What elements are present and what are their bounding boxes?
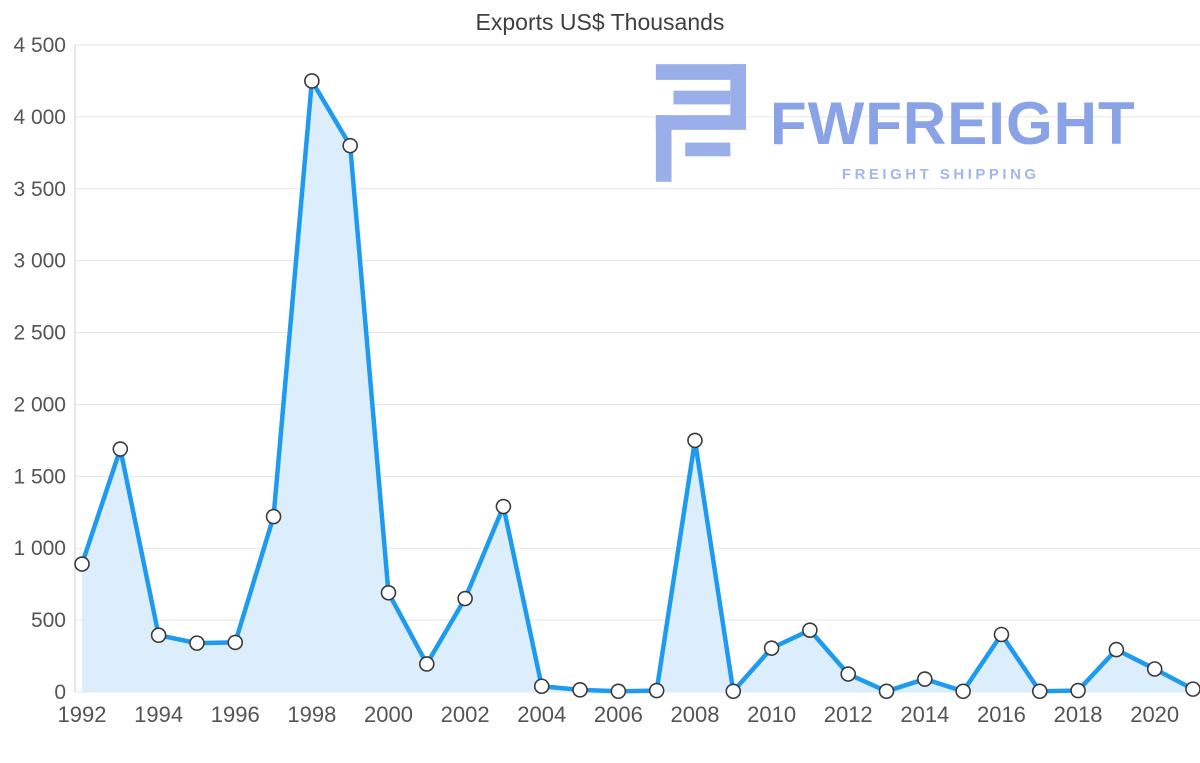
data-point[interactable] [74, 556, 90, 572]
y-axis-tick-label: 2 000 [13, 393, 66, 416]
data-point[interactable] [304, 73, 320, 89]
data-point[interactable] [610, 683, 627, 700]
data-point[interactable] [1146, 661, 1163, 677]
x-axis-tick-label: 1992 [58, 702, 107, 727]
x-axis-tick-label: 2008 [670, 702, 719, 727]
line-series [79, 78, 1196, 694]
data-point[interactable] [993, 626, 1010, 643]
data-point[interactable] [418, 656, 435, 672]
data-point[interactable] [687, 432, 703, 449]
area-fill [82, 80, 1193, 692]
data-point[interactable] [150, 627, 167, 644]
y-axis-tick-label: 3 000 [13, 250, 66, 273]
data-point[interactable] [533, 678, 550, 695]
x-axis-tick-label: 2002 [441, 702, 490, 727]
data-point[interactable] [189, 635, 205, 651]
data-point[interactable] [878, 683, 895, 700]
x-axis-tick-label: 2018 [1054, 702, 1103, 727]
x-axis-tick-label: 1996 [211, 702, 260, 727]
data-point[interactable] [1031, 683, 1048, 700]
data-point[interactable] [227, 634, 244, 651]
x-axis-tick-label: 2006 [594, 702, 643, 727]
data-point[interactable] [1070, 682, 1086, 699]
data-point[interactable] [1108, 641, 1125, 658]
y-axis-tick-label: 2 500 [13, 322, 66, 345]
y-axis-tick-label: 1 500 [13, 465, 66, 488]
y-axis-tick-label: 4 500 [13, 34, 66, 57]
y-axis-tick-label: 4 000 [13, 106, 66, 129]
data-point[interactable] [112, 441, 129, 457]
data-point[interactable] [265, 508, 282, 525]
data-point[interactable] [457, 590, 473, 607]
x-axis-tick-label: 2020 [1130, 702, 1179, 727]
data-point[interactable] [380, 584, 397, 601]
y-axis-tick-label: 3 500 [13, 178, 66, 201]
data-point[interactable] [763, 640, 780, 656]
x-axis-tick-label: 2000 [364, 702, 413, 727]
y-axis-tick-label: 1 000 [13, 537, 66, 560]
y-axis-tick-label: 500 [31, 609, 66, 632]
data-point[interactable] [917, 671, 933, 687]
data-point[interactable] [955, 683, 971, 700]
x-axis-tick-label: 1998 [287, 702, 336, 727]
data-point[interactable] [802, 622, 818, 638]
x-axis-tick-label: 2004 [517, 702, 566, 727]
data-point[interactable] [725, 683, 742, 700]
data-point[interactable] [1185, 681, 1200, 697]
chart-title: Exports US$ Thousands [475, 9, 725, 35]
data-point[interactable] [840, 666, 857, 682]
y-axis-tick-label: 0 [54, 681, 66, 704]
x-axis-tick-label: 2016 [977, 702, 1026, 727]
x-axis-tick-label: 1994 [134, 702, 183, 727]
x-axis-tick-label: 2010 [747, 702, 796, 727]
x-axis-tick-label: 2012 [824, 702, 873, 727]
data-point[interactable] [572, 682, 588, 698]
x-axis-tick-label: 2014 [900, 702, 949, 727]
data-point[interactable] [342, 137, 358, 154]
data-point[interactable] [648, 682, 665, 699]
data-point[interactable] [495, 498, 512, 515]
